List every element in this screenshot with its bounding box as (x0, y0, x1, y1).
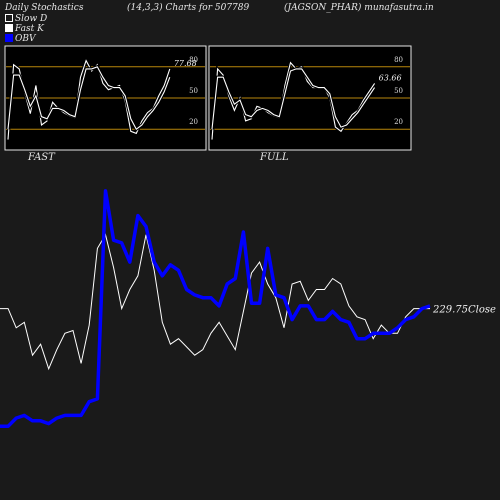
fast-last-value-label: 77.68 (174, 59, 197, 68)
full-tick-label-80: 80 (394, 56, 403, 64)
fast-fast_k-line (7, 59, 171, 140)
obv-swatch (5, 34, 13, 42)
fast-tick-label-20: 20 (189, 118, 198, 126)
slow-d-swatch (5, 14, 13, 22)
chart-title: Daily Stochastics (5, 3, 84, 13)
fast-tick-label-50: 50 (189, 87, 198, 95)
legend-fast-k: Fast K (5, 24, 44, 34)
fast-k-swatch (5, 24, 13, 32)
full-tick-label-20: 20 (394, 118, 403, 126)
obv-line (0, 189, 431, 429)
close-price-label: 229.75Close (432, 305, 496, 316)
fast-slow_d-line (7, 66, 171, 131)
fast-panel-caption: FAST (28, 152, 55, 163)
full-panel-caption: FULL (260, 152, 289, 163)
full-tick-label-50: 50 (394, 87, 403, 95)
chart-source: (JAGSON_PHAR) munafasutra.in (284, 3, 434, 13)
fast-tick-label-80: 80 (189, 56, 198, 64)
full-slow_d-line (211, 68, 376, 130)
chart-subtitle: (14,3,3) Charts for 507789 (127, 3, 250, 13)
price-line (0, 233, 430, 371)
legend-slow-d: Slow D (5, 14, 47, 24)
legend-obv: OBV (5, 34, 36, 44)
full-last-value-label: 63.66 (379, 73, 402, 82)
